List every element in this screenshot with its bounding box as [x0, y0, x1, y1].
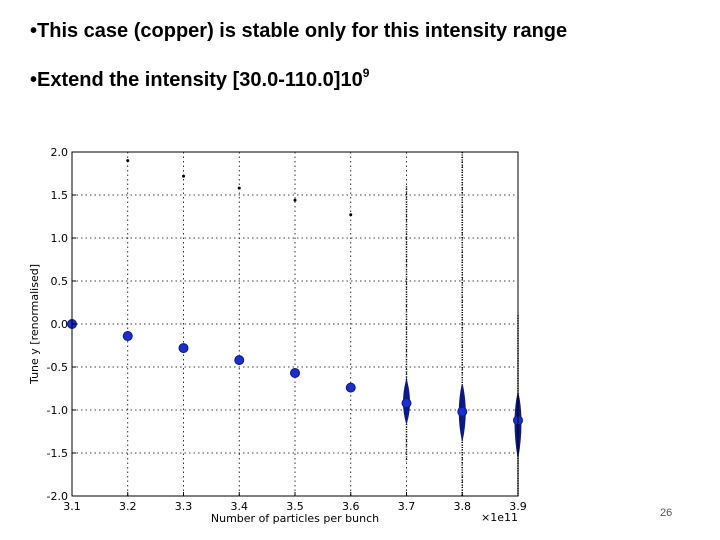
y-tick-label: 0.5	[51, 275, 69, 288]
x-tick-label: 3.4	[231, 500, 249, 513]
y-tick-label: -1.5	[47, 447, 68, 460]
y-axis-label: Tune y [renormalised]	[28, 264, 41, 385]
y-tick-label: 0.0	[51, 318, 69, 331]
x-tick-label: 3.2	[119, 500, 137, 513]
tune-point	[457, 406, 468, 417]
outlier-point	[182, 174, 185, 178]
outlier-point	[237, 186, 241, 190]
y-tick-label: 1.0	[51, 232, 69, 245]
bullet-line-1: •This case (copper) is stable only for t…	[30, 20, 568, 42]
bullet-2-superscript: 9	[362, 66, 370, 80]
y-tick-label: -2.0	[47, 490, 68, 503]
outlier-point	[126, 159, 130, 163]
x-tick-label: 3.3	[175, 500, 193, 513]
x-tick-label: 3.1	[63, 500, 81, 513]
outlier-point	[349, 213, 353, 217]
outlier-point	[293, 198, 297, 202]
y-tick-label: 2.0	[51, 146, 69, 159]
x-tick-label: 3.5	[286, 500, 304, 513]
x-tick-label: 3.9	[509, 500, 527, 513]
bullet-2-text: Extend the intensity [30.0-110.0]10	[37, 69, 363, 91]
tune-point	[178, 343, 189, 354]
x-axis-offset-label: ×1e11	[481, 511, 518, 524]
x-tick-label: 3.6	[342, 500, 360, 513]
page-number: 26	[660, 507, 673, 519]
y-tick-label: -0.5	[47, 361, 68, 374]
x-axis-label: Number of particles per bunch	[211, 512, 379, 525]
x-tick-label: 3.7	[398, 500, 416, 513]
tune-point	[345, 382, 356, 393]
y-tick-label: 1.5	[51, 189, 69, 202]
data-points	[67, 159, 523, 426]
chart-grid	[71, 151, 519, 497]
tune-point	[290, 368, 300, 379]
bullet-line-2: •Extend the intensity [30.0-110.0]109	[30, 66, 370, 91]
bullet-1-text: This case (copper) is stable only for th…	[37, 20, 568, 42]
axis-ticks: 3.1 3.2 3.3 3.4 3.5 3.6 3.7 3.8 3.9 2.0 1.5 1.0 0.5 0…	[47, 146, 527, 513]
tune-point	[234, 355, 245, 366]
tune-point	[401, 398, 412, 409]
x-tick-label: 3.8	[454, 500, 472, 513]
tune-point	[122, 331, 133, 342]
y-tick-label: -1.0	[47, 404, 68, 417]
